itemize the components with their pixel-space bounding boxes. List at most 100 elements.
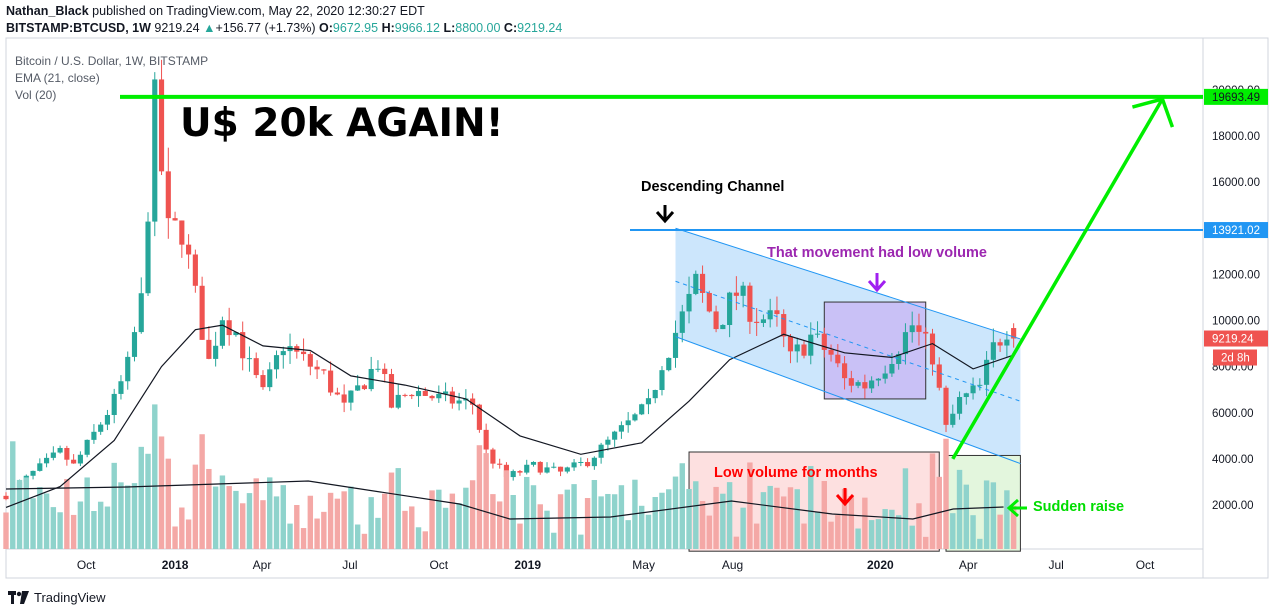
candle-body — [314, 366, 320, 370]
candle-body — [158, 79, 165, 172]
volume-bar — [152, 404, 158, 549]
volume-bar — [666, 489, 672, 549]
countdown-tag: 2d 8h — [1213, 349, 1257, 366]
headline-label: U$ 20k AGAIN! — [180, 101, 503, 146]
legend-vol[interactable]: Vol (20) — [15, 88, 57, 102]
volume-bar — [902, 468, 909, 549]
candle — [963, 392, 969, 405]
candle-body — [740, 285, 746, 296]
candle — [341, 384, 347, 413]
candle-body — [551, 466, 557, 468]
legend-title[interactable]: Bitcoin / U.S. Dollar, 1W, BITSTAMP — [15, 54, 209, 68]
level-20k-tag-text: 19693.49 — [1212, 92, 1260, 104]
candle-body — [497, 463, 503, 465]
candle-body — [997, 342, 1003, 346]
volume-bar — [510, 494, 516, 549]
volume-bar — [970, 515, 976, 549]
volume-bar — [490, 494, 496, 549]
volume-bar — [496, 501, 503, 549]
candle — [821, 327, 827, 358]
projection-arrow-line — [951, 98, 1164, 460]
volume-bar — [618, 485, 625, 549]
candle-body — [388, 374, 395, 408]
volume-bar — [429, 490, 435, 549]
candle-body — [929, 333, 936, 365]
volume-bar — [598, 496, 604, 549]
candle — [544, 462, 550, 474]
volume-bar — [294, 505, 300, 549]
channel-mid-line — [675, 280, 1021, 402]
candle-body — [1004, 339, 1010, 346]
candle — [598, 442, 604, 464]
volume-bar — [307, 495, 314, 549]
open-key: O: — [319, 21, 333, 35]
volume-bar — [787, 487, 794, 549]
candle — [165, 147, 171, 239]
x-tick-label: Oct — [429, 558, 448, 572]
candle-body — [639, 404, 645, 415]
candle-body — [889, 363, 895, 374]
candle — [395, 384, 401, 410]
candle — [104, 409, 111, 431]
candle — [213, 331, 219, 367]
volume-bar — [801, 523, 807, 549]
candle-body — [456, 400, 462, 404]
candle-body — [328, 370, 334, 393]
candle-body — [848, 378, 854, 386]
candle — [747, 282, 753, 334]
volume-bar — [361, 533, 368, 549]
candle — [625, 412, 631, 433]
volume-bar — [395, 468, 401, 549]
candle-body — [44, 457, 50, 464]
candle-body — [686, 293, 692, 312]
candle — [260, 370, 266, 390]
tradingview-logo[interactable]: TradingView — [8, 590, 106, 605]
volume-bar — [179, 507, 185, 549]
candle — [950, 404, 956, 428]
candle — [612, 430, 618, 447]
candle-body — [530, 461, 537, 465]
candle — [814, 321, 821, 338]
volume-bar — [686, 488, 692, 549]
level-13921-tag-bg — [1204, 222, 1268, 239]
volume-bar — [456, 503, 462, 549]
candle — [855, 380, 861, 389]
candle-body — [64, 447, 70, 460]
volume-bars — [3, 404, 1017, 549]
candle-body — [449, 391, 455, 404]
volume-bar — [43, 493, 50, 549]
x-tick-label: Jul — [1048, 558, 1063, 572]
volume-bar — [808, 466, 814, 549]
legend-ema[interactable]: EMA (21, close) — [15, 71, 100, 85]
candle — [862, 374, 868, 399]
candle — [138, 277, 144, 334]
candle-body — [30, 470, 36, 476]
candle — [50, 446, 56, 461]
volume-bar — [578, 534, 584, 549]
volume-bar — [64, 479, 70, 549]
volume-bar — [1004, 490, 1010, 549]
candle — [510, 469, 516, 481]
candle-body — [524, 464, 530, 473]
volume-bar — [334, 498, 341, 549]
candle-body — [206, 339, 212, 359]
candle-body — [104, 414, 111, 425]
candle — [280, 346, 286, 369]
volume-bar — [699, 500, 706, 549]
candle — [449, 386, 455, 409]
candle — [30, 470, 36, 480]
candle-body — [781, 314, 787, 337]
candle — [91, 424, 97, 444]
volume-bar — [551, 532, 557, 549]
volume-bar — [882, 509, 888, 549]
candle — [307, 351, 313, 376]
projection-arrow-head — [1131, 96, 1175, 128]
volume-bar — [402, 510, 408, 549]
volume-bar — [605, 493, 611, 549]
volume-bar — [145, 453, 151, 549]
candle — [1011, 323, 1017, 348]
volume-bar — [246, 493, 253, 549]
candle-body — [882, 373, 888, 379]
candle — [368, 356, 374, 392]
